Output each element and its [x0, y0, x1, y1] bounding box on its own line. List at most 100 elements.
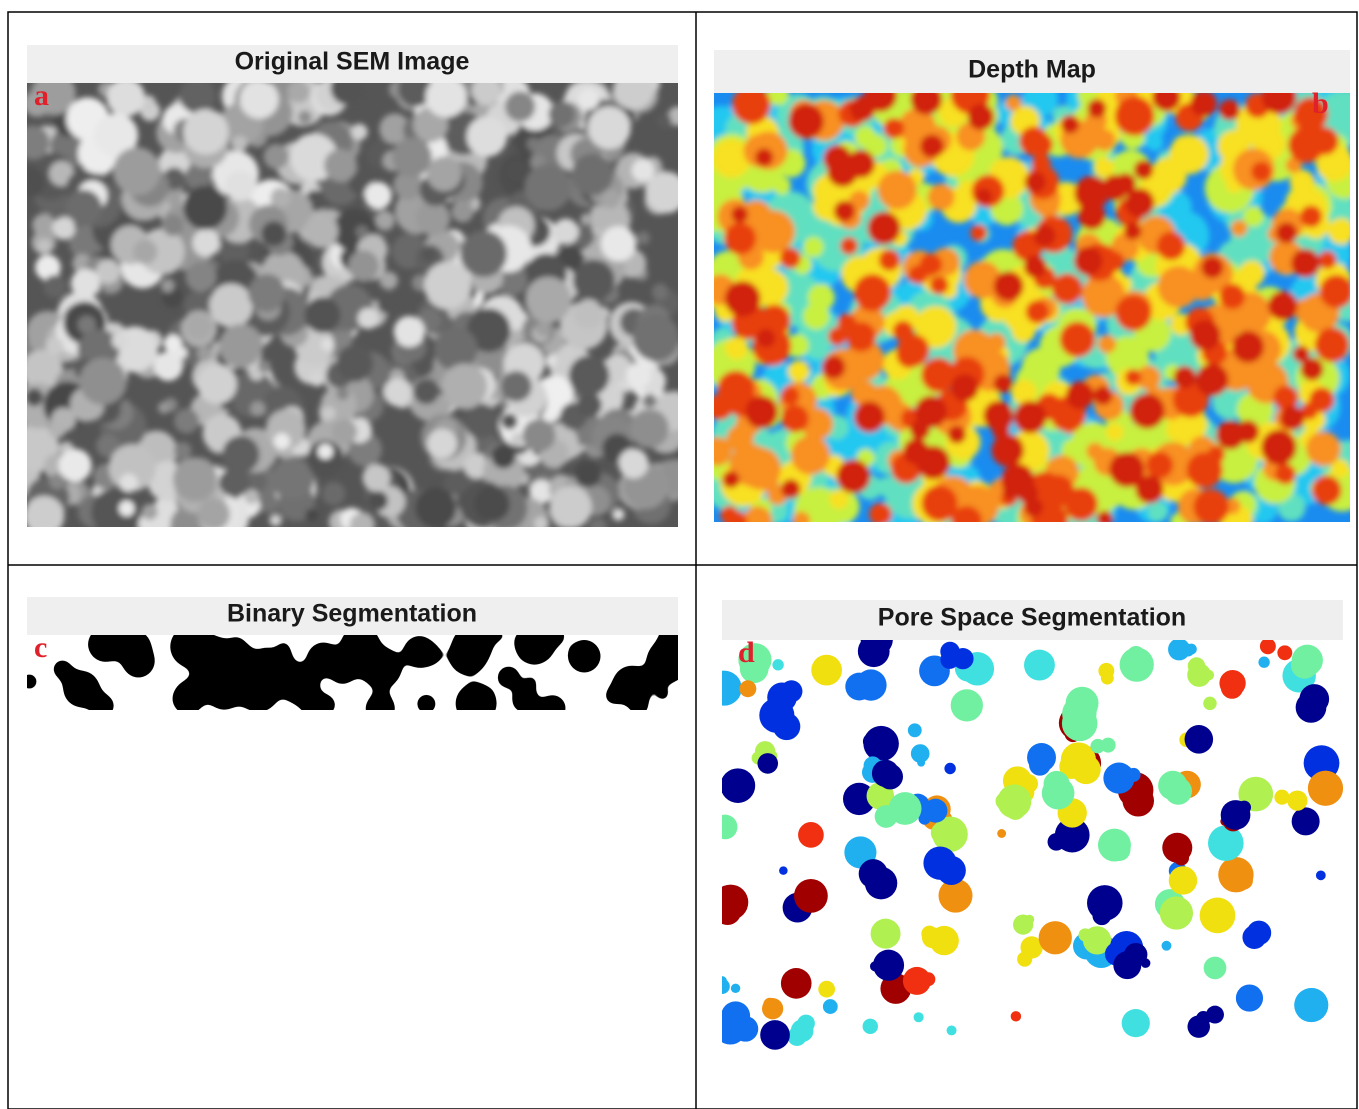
depth-blob [1094, 157, 1114, 177]
grain [434, 327, 478, 371]
depth-blob [1315, 328, 1350, 363]
grain [474, 486, 509, 521]
depth-blob [1106, 423, 1123, 440]
grain [304, 214, 338, 248]
pore-region [903, 967, 931, 995]
pore-region [1011, 1011, 1021, 1021]
grain [222, 436, 259, 473]
pore-region [1162, 941, 1172, 951]
pore-region [1098, 829, 1131, 862]
pore [365, 693, 396, 724]
grain [49, 473, 65, 489]
grain [46, 337, 64, 355]
pore-region [1024, 650, 1055, 681]
depth-blob [915, 396, 947, 428]
grain [618, 449, 648, 479]
pore-region [1236, 985, 1263, 1012]
grain [415, 487, 456, 528]
depth-blob [1115, 96, 1155, 136]
grain [536, 322, 551, 337]
grain [16, 126, 50, 160]
depth-blob [1290, 170, 1315, 195]
grain [356, 225, 369, 238]
pore-region [1200, 898, 1236, 934]
depth-blob [922, 485, 958, 521]
pore [416, 693, 437, 714]
grain [197, 364, 236, 403]
pore-region [877, 764, 903, 790]
depth-blob [1025, 171, 1046, 192]
pore-region [1258, 657, 1269, 668]
pore-region [1141, 958, 1151, 968]
pore-region [951, 689, 983, 721]
depth-blob [781, 386, 800, 405]
pore [539, 694, 567, 722]
grain [394, 316, 425, 347]
grain [576, 392, 601, 417]
depth-blob [878, 170, 917, 209]
depth-blob [725, 336, 748, 359]
pore-region [1098, 663, 1114, 679]
depth-blob [1124, 222, 1142, 240]
grain [467, 116, 507, 156]
depth-blob [828, 327, 847, 346]
depth-blob [909, 265, 927, 283]
depth-blob [1328, 218, 1355, 245]
grain [452, 200, 474, 222]
depth-blob [987, 333, 1006, 352]
pore-region [1174, 850, 1189, 865]
grain [368, 491, 388, 511]
grain [336, 345, 373, 382]
grain [250, 401, 265, 416]
grain [318, 444, 333, 459]
pore-region [762, 998, 783, 1019]
pore-region [897, 989, 907, 999]
pore-region [721, 768, 756, 803]
grain [626, 363, 651, 388]
grain [192, 229, 220, 257]
grain [219, 324, 263, 368]
pore-region [1203, 697, 1216, 710]
pore-region [781, 968, 812, 999]
grain [364, 182, 391, 209]
panel-title: Original SEM Image [235, 48, 470, 76]
grain [501, 371, 532, 402]
depth-blob [1061, 115, 1079, 133]
grain [630, 409, 669, 448]
figure: Original SEM Image Depth Map Binary Segm… [0, 0, 1359, 1109]
depth-blob [1146, 134, 1163, 151]
depth-blob [757, 329, 776, 348]
depth-blob [883, 118, 904, 139]
grain [232, 136, 248, 152]
pore [524, 675, 538, 689]
grain [183, 186, 227, 230]
grain [173, 457, 217, 501]
grain [657, 114, 671, 128]
depth-blob [1074, 176, 1109, 211]
pore [277, 640, 290, 653]
grain [186, 262, 216, 292]
depth-blob [781, 479, 800, 498]
pore-region [1277, 645, 1292, 660]
depth-blob [1087, 99, 1106, 118]
grain [421, 247, 437, 263]
grain [351, 124, 367, 140]
grain [309, 371, 324, 386]
grain [52, 217, 75, 240]
grain [322, 406, 335, 419]
pore-region [952, 648, 973, 669]
depth-blob [1064, 487, 1098, 521]
depth-blob [1150, 157, 1187, 194]
pore-region [873, 950, 904, 981]
page: {"panels": [ {"title": "Original SEM Ima… [0, 0, 1359, 1109]
pore-region [1221, 676, 1243, 698]
pore-region [713, 815, 738, 840]
pore-region [772, 659, 783, 670]
pore-region [1204, 957, 1227, 980]
depth-blob [854, 274, 891, 311]
depth-blob [1074, 247, 1103, 276]
depth-blob [1024, 498, 1043, 517]
grain [305, 297, 341, 333]
depth-blob [854, 402, 885, 433]
grain [240, 80, 279, 119]
